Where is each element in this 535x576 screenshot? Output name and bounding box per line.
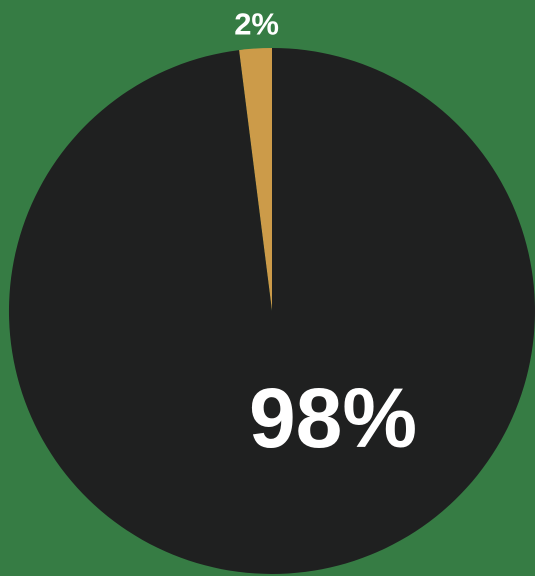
- pie-slice-2-percent: [239, 47, 272, 311]
- pie-label-98-percent: 98%: [249, 371, 417, 465]
- pie-labels: 2% 98%: [234, 7, 417, 466]
- pie-slices: [8, 47, 535, 574]
- pie-slice-98-percent: [8, 48, 535, 574]
- pie-label-2-percent: 2%: [234, 7, 279, 42]
